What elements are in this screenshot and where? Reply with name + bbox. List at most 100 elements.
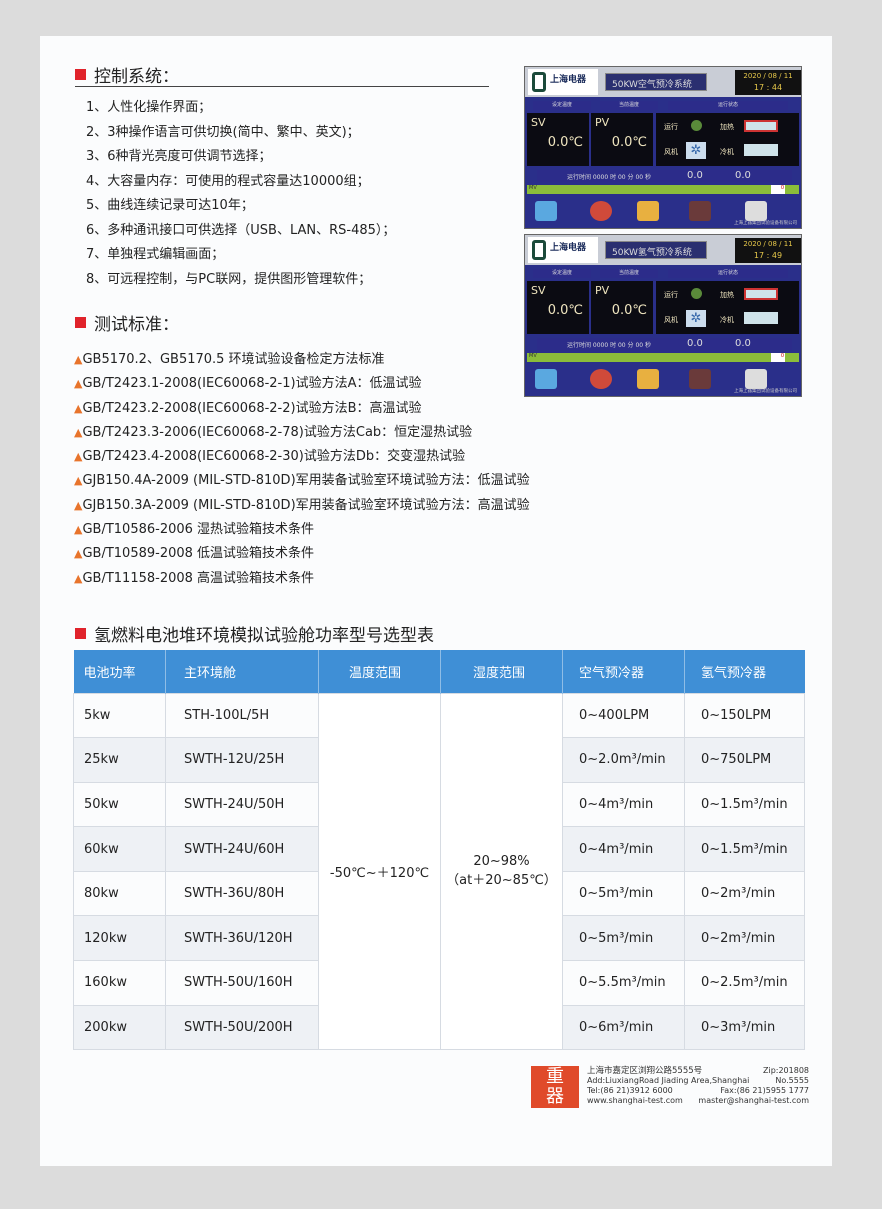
users-icon[interactable] [590,201,612,221]
triangle-icon: ▲ [74,523,83,537]
monitor-icon[interactable] [535,369,557,389]
table-cell: 25kw [73,737,166,783]
heater-icon [744,120,778,132]
table-cell: SWTH-36U/120H [165,915,319,962]
table-cell: 0~2m³/min [684,870,805,917]
sv-label: 设定温度 [533,269,591,278]
zip: Zip:201808 [762,1066,809,1075]
square-bullet-icon [75,317,86,328]
table-row: 200kw SWTH-50U/200H 0~6m³/min 0~3m³/min [73,1004,805,1051]
address-no: No.5555 [775,1076,809,1085]
company-seal-logo: 重器 [531,1066,579,1108]
col-header: 电池功率 [73,650,166,693]
status-label: 运行状态 [668,269,788,278]
divider [75,86,489,87]
table-cell: 0~2.0m³/min [562,737,685,783]
list-item: 6、多种通讯接口可供选择（USB、LAN、RS-485）； [86,222,396,238]
section-title: 氢燃料电池堆环境模拟试验舱功率型号选型表 [94,626,434,646]
cooler-icon [744,144,778,156]
table-cell: SWTH-50U/160H [165,960,319,1006]
table-cell: 120kw [73,915,166,962]
address-en: Add:LiuxiangRoad Jiading Area,Shanghai [587,1076,750,1085]
list-item: 2、3种操作语言可供切换(简中、繁中、英文)； [86,124,360,140]
table-cell: 0~5m³/min [562,870,685,917]
cooler-icon [744,312,778,324]
humidity-note: （at＋20~85℃） [446,873,557,889]
hmi-title: 50KW空气预冷系统 [605,73,707,91]
calculator-icon[interactable] [745,369,767,389]
temp-range-cell: -50℃~＋120℃ [318,692,441,1051]
status-label: 运行状态 [668,101,788,110]
table-cell: SWTH-36U/80H [165,870,319,917]
table-row: 120kw SWTH-36U/120H 0~5m³/min 0~2m³/min [73,915,805,962]
users-icon[interactable] [590,369,612,389]
company-name: 上海上器集团试验设备有限公司 [734,221,797,226]
table-cell: SWTH-12U/25H [165,737,319,783]
table-cell: 0~4m³/min [562,826,685,872]
run-indicator-icon [691,288,702,299]
mv-bar: MV 0 [527,353,799,362]
humidity-range: 20~98% [473,854,530,870]
run-indicator-icon [691,120,702,131]
list-item: ▲GB/T2423.3-2006(IEC60068-2-78)试验方法Cab：恒… [74,424,473,440]
company-name: 上海上器集团试验设备有限公司 [734,389,797,394]
list-item: 1、人性化操作界面； [86,100,212,115]
triangle-icon: ▲ [74,571,83,585]
table-header: 电池功率 主环境舱 温度范围 湿度范围 空气预冷器 氢气预冷器 [73,650,805,693]
table-cell: SWTH-24U/50H [165,781,319,828]
list-item: ▲GB/T10589-2008 低温试验箱技术条件 [74,546,315,562]
chart-icon[interactable] [689,201,711,221]
address: 上海市嘉定区浏翔公路5555号 [587,1066,703,1076]
table-cell: 0~2.5m³/min [684,960,805,1006]
table-cell: 0~1.5m³/min [684,781,805,828]
email-link[interactable]: master@shanghai-test.com [698,1096,809,1105]
triangle-icon: ▲ [74,474,83,488]
status-panel: 运行 加热 风机 ✲ 冷机 [656,113,799,166]
list-item: 5、曲线连续记录可达10年； [86,198,254,213]
col-header: 空气预冷器 [562,650,685,693]
tel: Tel:(86 21)3912 6000 [587,1086,673,1095]
list-item: ▲GB/T2423.1-2008(IEC60068-2-1)试验方法A：低温试验 [74,376,422,392]
settings-folder-icon[interactable] [637,369,659,389]
table-row: 25kw SWTH-12U/25H 0~2.0m³/min 0~750LPM [73,737,805,783]
website-link[interactable]: www.shanghai-test.com [587,1096,683,1105]
triangle-icon: ▲ [74,353,83,366]
triangle-icon: ▲ [74,547,83,561]
triangle-icon: ▲ [74,450,83,464]
table-cell: 0~6m³/min [562,1004,685,1051]
pv-label: 当前温度 [600,269,658,278]
pv-panel: PV 0.0℃ [591,281,653,334]
list-item: ▲GJB150.3A-2009 (MIL-STD-810D)军用装备试验室环境试… [74,497,530,513]
heater-icon [744,288,778,300]
list-item: 7、单独程式编辑画面； [86,247,225,262]
hmi-screenshot: 上海电器 50KW空气预冷系统 2020 / 08 / 11 17 : 44 设定… [524,66,802,229]
list-item: ▲GB/T11158-2008 高温试验箱技术条件 [74,570,315,586]
section-standards: 测试标准： [75,310,179,335]
table-cell: STH-100L/5H [165,692,319,739]
status-panel: 运行 加热 风机 ✲ 冷机 [656,281,799,334]
list-item: ▲GB5170.2、GB5170.5 环境试验设备检定方法标准 [74,352,385,367]
table-cell: 0~4m³/min [562,781,685,828]
control-list: 1、人性化操作界面； 2、3种操作语言可供切换(简中、繁中、英文)； 3、6种背… [86,96,395,292]
settings-folder-icon[interactable] [637,201,659,221]
list-item: ▲GB/T2423.2-2008(IEC60068-2-2)试验方法B：高温试验 [74,400,422,416]
table-cell: 0~1.5m³/min [684,826,805,872]
table-row: 80kw SWTH-36U/80H 0~5m³/min 0~2m³/min [73,870,805,917]
monitor-icon[interactable] [535,201,557,221]
standards-list: ▲GB5170.2、GB5170.5 环境试验设备检定方法标准 ▲GB/T242… [74,348,530,591]
hmi-clock: 2020 / 08 / 11 17 : 49 [735,238,801,263]
calculator-icon[interactable] [745,201,767,221]
sv-label: 设定温度 [533,101,591,110]
mv-bar: MV 0 [527,185,799,194]
table-cell: 160kw [73,960,166,1006]
model-table: 电池功率 主环境舱 温度范围 湿度范围 空气预冷器 氢气预冷器 5kw STH-1… [73,650,805,1051]
hmi-clock: 2020 / 08 / 11 17 : 44 [735,70,801,95]
table-cell: 60kw [73,826,166,872]
col-header: 主环境舱 [165,650,319,693]
triangle-icon: ▲ [74,377,83,391]
table-row: 60kw SWTH-24U/60H 0~4m³/min 0~1.5m³/min [73,826,805,872]
square-bullet-icon [75,628,86,639]
list-item: 8、可远程控制，与PC联网，提供图形管理软件； [86,271,372,287]
list-item: 4、大容量内存：可使用的程式容量达10000组； [86,173,370,189]
chart-icon[interactable] [689,369,711,389]
